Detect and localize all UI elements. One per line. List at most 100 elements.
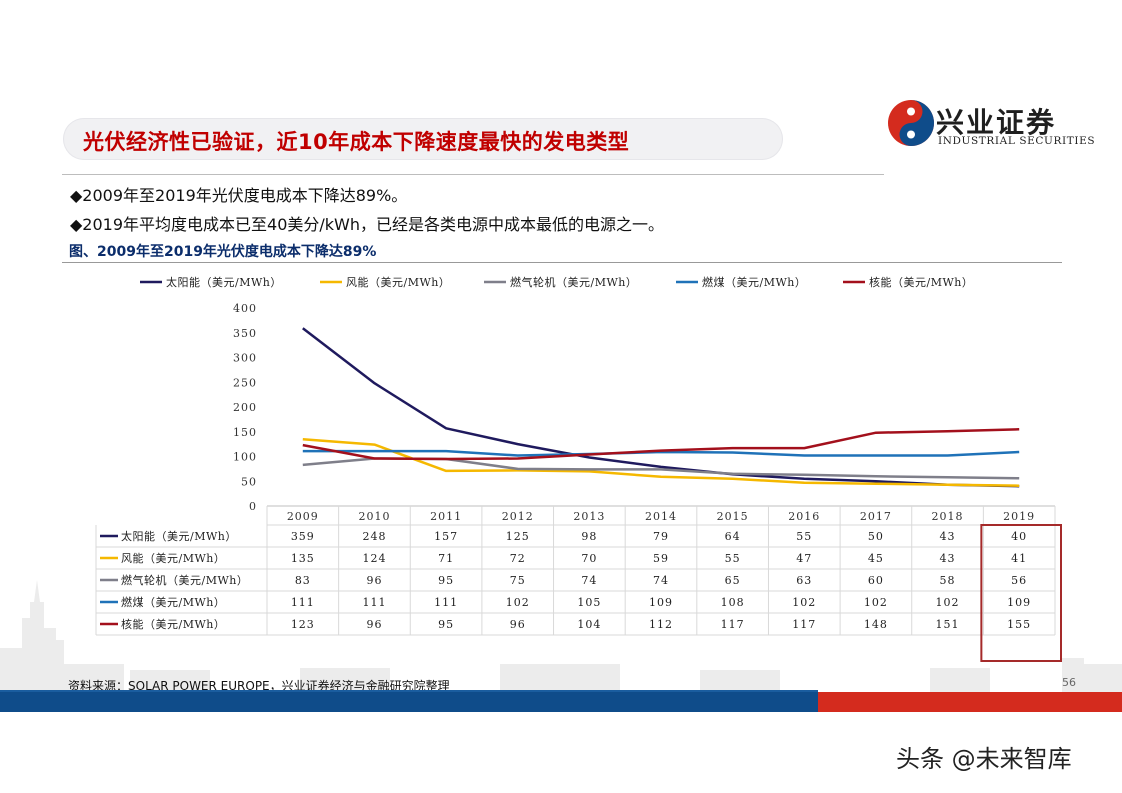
y-tick-label: 350 xyxy=(233,327,257,340)
data-label: 60 xyxy=(868,574,884,587)
x-tick-label: 2011 xyxy=(430,510,462,523)
data-label: 58 xyxy=(940,574,956,587)
data-label: 109 xyxy=(1007,596,1031,609)
data-label: 123 xyxy=(291,618,315,631)
x-tick-label: 2017 xyxy=(860,510,892,523)
data-label: 40 xyxy=(1011,530,1027,543)
x-tick-label: 2015 xyxy=(717,510,749,523)
page-title: 光伏经济性已验证，近10年成本下降速度最快的发电类型 xyxy=(83,130,630,154)
data-label: 104 xyxy=(577,618,601,631)
legend-label: 风能（美元/MWh） xyxy=(346,275,450,289)
data-label: 155 xyxy=(1007,618,1031,631)
data-label: 70 xyxy=(581,552,597,565)
y-tick-label: 150 xyxy=(233,426,257,439)
legend-label: 太阳能（美元/MWh） xyxy=(166,275,282,289)
data-label: 112 xyxy=(649,618,673,631)
data-label: 55 xyxy=(725,552,741,565)
company-logo-icon xyxy=(888,100,934,146)
series-line xyxy=(302,449,1020,457)
x-tick-label: 2019 xyxy=(1003,510,1035,523)
row-label: 燃煤（美元/MWh） xyxy=(121,595,225,609)
data-label: 64 xyxy=(725,530,741,543)
data-label: 75 xyxy=(510,574,526,587)
data-label: 72 xyxy=(510,552,526,565)
title-banner xyxy=(63,118,783,160)
x-tick-label: 2016 xyxy=(788,510,820,523)
data-label: 50 xyxy=(868,530,884,543)
data-label: 71 xyxy=(438,552,454,565)
x-tick-label: 2018 xyxy=(932,510,964,523)
data-label: 248 xyxy=(362,530,386,543)
series-line xyxy=(302,327,1020,488)
data-label: 102 xyxy=(864,596,888,609)
data-label: 59 xyxy=(653,552,669,565)
y-tick-label: 100 xyxy=(233,451,257,464)
data-label: 47 xyxy=(796,552,812,565)
y-tick-label: 400 xyxy=(233,302,257,315)
data-label: 102 xyxy=(506,596,530,609)
x-tick-label: 2009 xyxy=(287,510,319,523)
data-label: 95 xyxy=(438,574,454,587)
data-label: 43 xyxy=(940,530,956,543)
legend-label: 燃气轮机（美元/MWh） xyxy=(510,275,637,289)
data-label: 111 xyxy=(291,596,315,609)
legend-label: 核能（美元/MWh） xyxy=(869,275,973,289)
x-tick-label: 2013 xyxy=(573,510,605,523)
row-label: 风能（美元/MWh） xyxy=(121,551,225,565)
data-label: 111 xyxy=(362,596,386,609)
data-label: 83 xyxy=(295,574,311,587)
data-label: 56 xyxy=(1011,574,1027,587)
row-label: 燃气轮机（美元/MWh） xyxy=(121,573,248,587)
logo-name: 兴业证券 xyxy=(936,106,1057,139)
page-number: 56 xyxy=(1062,676,1076,689)
data-label: 45 xyxy=(868,552,884,565)
data-label: 148 xyxy=(864,618,888,631)
data-label: 95 xyxy=(438,618,454,631)
highlight-box xyxy=(980,524,1063,662)
row-label: 核能（美元/MWh） xyxy=(121,617,225,631)
figure-divider xyxy=(62,262,1062,263)
data-label: 43 xyxy=(940,552,956,565)
data-label: 96 xyxy=(366,574,382,587)
footer-band-blue xyxy=(0,692,818,712)
bullet-point-1: ◆2009年至2019年光伏度电成本下降达89%。 xyxy=(70,186,408,205)
data-label: 65 xyxy=(725,574,741,587)
y-tick-label: 50 xyxy=(241,475,257,488)
watermark: 头条 @未来智库 xyxy=(896,745,1072,773)
y-tick-label: 200 xyxy=(233,401,257,414)
data-label: 359 xyxy=(291,530,315,543)
row-label: 太阳能（美元/MWh） xyxy=(121,529,237,543)
x-tick-label: 2012 xyxy=(502,510,534,523)
data-label: 74 xyxy=(581,574,597,587)
data-label: 117 xyxy=(721,618,745,631)
data-label: 125 xyxy=(506,530,530,543)
data-label: 151 xyxy=(936,618,960,631)
data-label: 109 xyxy=(649,596,673,609)
logo-english-name: INDUSTRIAL SECURITIES xyxy=(938,135,1096,147)
source-note: 资料来源：SOLAR POWER EUROPE，兴业证券经济与金融研究院整理 xyxy=(68,679,450,693)
data-label: 98 xyxy=(581,530,597,543)
bullet-point-2: ◆2019年平均度电成本已至40美分/kWh，已经是各类电源中成本最低的电源之一… xyxy=(70,215,665,234)
series-line xyxy=(302,457,1020,480)
data-label: 96 xyxy=(366,618,382,631)
x-tick-label: 2010 xyxy=(358,510,390,523)
y-tick-label: 300 xyxy=(233,352,257,365)
data-label: 96 xyxy=(510,618,526,631)
data-label: 157 xyxy=(434,530,458,543)
legend-label: 燃煤（美元/MWh） xyxy=(702,275,806,289)
data-label: 41 xyxy=(1011,552,1027,565)
data-label: 108 xyxy=(721,596,745,609)
data-label: 102 xyxy=(936,596,960,609)
x-tick-label: 2014 xyxy=(645,510,677,523)
data-label: 63 xyxy=(796,574,812,587)
data-label: 135 xyxy=(291,552,315,565)
data-label: 79 xyxy=(653,530,669,543)
divider xyxy=(62,174,884,175)
data-label: 102 xyxy=(792,596,816,609)
data-label: 111 xyxy=(434,596,458,609)
figure-title: 图、2009年至2019年光伏度电成本下降达89% xyxy=(69,244,377,260)
data-label: 74 xyxy=(653,574,669,587)
data-label: 105 xyxy=(577,596,601,609)
data-label: 117 xyxy=(792,618,816,631)
